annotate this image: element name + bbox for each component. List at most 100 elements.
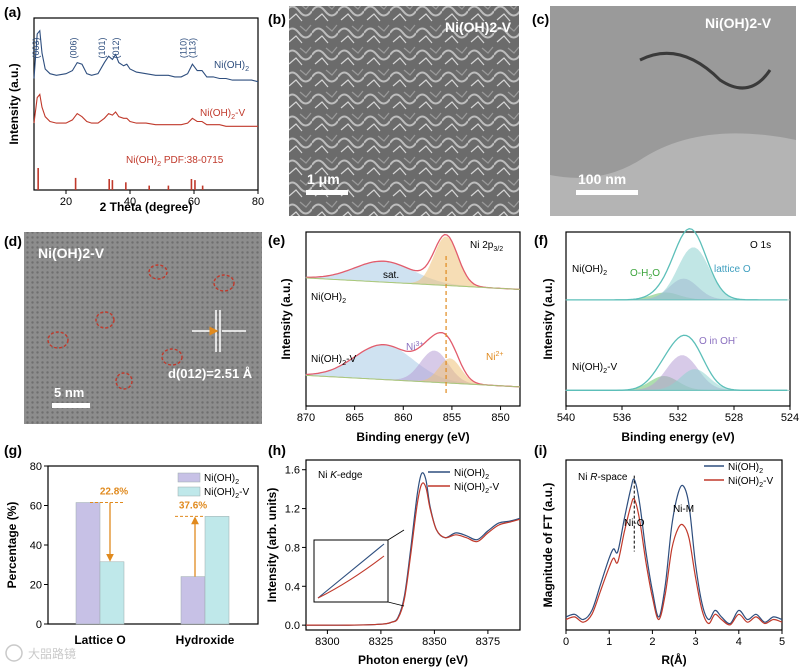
- h-ytick-label: 0.0: [285, 620, 300, 632]
- annotation-lattice-change: 22.8%: [100, 487, 128, 498]
- h-tick-label: 8300: [315, 636, 339, 648]
- panel-a-xrd: (a) (003) (006) (101) (012) (110)(113) Ni(OH)…: [4, 4, 264, 214]
- panel-d-scalebar: [52, 403, 90, 408]
- panel-i-exafs: (i) Ni-O Ni-M Ni(OH)2Ni(OH)2-V Ni R-space 0 1…: [534, 442, 785, 667]
- g-ytick-label: 60: [30, 501, 42, 513]
- annotation-o-in-oh: O in OH-: [699, 335, 738, 347]
- panel-a-label: (a): [4, 4, 21, 20]
- watermark-text: 大㗊路镜: [28, 646, 76, 661]
- vacancy-circle: [47, 331, 69, 349]
- e-tick-label: 870: [297, 412, 315, 424]
- legend-swatch: [177, 472, 201, 483]
- legend-ni-oh2: Ni(OH)2: [214, 60, 249, 73]
- a-tick-label: 40: [124, 196, 136, 208]
- panel-b-label: (b): [268, 11, 286, 27]
- annotation-ni-o: Ni-O: [624, 518, 645, 529]
- h-ytick-label: 0.4: [285, 581, 300, 593]
- panel-h-xanes: (h) Ni(OH)2Ni(OH)2-V Ni K-edge 8300 8325 835…: [265, 442, 521, 667]
- g-ytick-label: 80: [30, 461, 42, 473]
- panel-a-xlabel: 2 Theta (degree): [100, 200, 193, 214]
- xrd-series-ni-oh2-v: [33, 93, 258, 127]
- i-tick-label: 3: [693, 636, 699, 648]
- panel-c-edge: [639, 51, 772, 90]
- peak-label: (012): [111, 37, 121, 58]
- legend-label: Ni(OH)2: [728, 462, 763, 475]
- panel-a-ylabel: Intensity (a.u.): [7, 63, 21, 144]
- panel-e-xps-ni2p: (e) Ni(OH)2 Ni(OH)2-V sat. Ni3+ Ni2+ Ni 2p3/2…: [268, 231, 521, 444]
- f-tick-label: 540: [557, 412, 575, 424]
- bar-lattice-o-ni-oh2-v: [99, 561, 125, 625]
- e-tick-label: 865: [345, 412, 363, 424]
- panel-d-sample: Ni(OH)2-V: [38, 245, 105, 261]
- panel-g-ylabel: Percentage (%): [5, 502, 19, 589]
- legend-swatch: [177, 486, 201, 497]
- inset-connector: [387, 601, 405, 607]
- i-tick-label: 2: [649, 636, 655, 648]
- h-tick-label: 8325: [369, 636, 393, 648]
- peak-label: (101): [97, 37, 107, 58]
- panel-d-label: (d): [4, 233, 22, 249]
- panel-b-scale-text: 1 μm: [307, 171, 340, 187]
- peak-fill-satellite: [305, 260, 521, 290]
- panel-b-sample: Ni(OH)2-V: [445, 19, 512, 35]
- inset-series-ni-oh2-v: [317, 555, 385, 599]
- legend-reference: Ni(OH)2 PDF:38-0715: [126, 155, 224, 168]
- a-tick-label: 80: [252, 196, 264, 208]
- panel-i-axes: [565, 459, 783, 631]
- panel-f-xps-o1s: (f) Ni(OH)2 Ni(OH)2-V O-H2O lattice O O in O…: [534, 228, 799, 444]
- panel-a-axes: [33, 17, 259, 191]
- legend-label: Ni(OH)2: [204, 473, 239, 486]
- panel-f-label: (f): [534, 232, 548, 248]
- i-tick-label: 1: [606, 636, 612, 648]
- peak-label: (006): [69, 37, 79, 58]
- vacancy-circle: [213, 274, 235, 292]
- panel-e-label: (e): [268, 232, 285, 248]
- annotation-ni2: Ni2+: [486, 351, 503, 363]
- g-ytick-label: 0: [36, 619, 42, 631]
- corner-label: Ni K-edge: [318, 470, 363, 481]
- panel-d-hrtem: (d) Ni(OH)2-V d(012)=2.51 Å 5 nm: [4, 232, 262, 424]
- annotation-lattice-o: lattice O: [714, 264, 751, 275]
- panel-c-flake: [550, 6, 796, 178]
- f-tick-label: 524: [781, 412, 799, 424]
- panel-h-ylabel: Intensity (arb. units): [265, 488, 279, 603]
- h-tick-label: 8350: [422, 636, 446, 648]
- g-ytick-label: 40: [30, 540, 42, 552]
- panel-b-image: [289, 6, 519, 216]
- h-ytick-label: 0.8: [285, 542, 300, 554]
- xps-baseline: [305, 374, 521, 388]
- panel-c-scalebar: [576, 190, 638, 195]
- peak-label: (113): [187, 38, 197, 58]
- watermark-logo-icon: [5, 644, 23, 662]
- panel-c-scale-text: 100 nm: [578, 171, 626, 187]
- bar-lattice-o-ni-oh2: [75, 502, 101, 625]
- sample-label: Ni(OH)2-V: [572, 362, 617, 375]
- bar-hydroxide-ni-oh2-v: [204, 516, 230, 625]
- corner-label: Ni R-space: [578, 472, 628, 483]
- panel-b-scalebar: [306, 190, 348, 195]
- a-tick-label: 20: [60, 196, 72, 208]
- sample-label: Ni(OH)2: [311, 292, 346, 305]
- panel-i-xlabel: R(Å): [661, 652, 686, 667]
- panel-h-label: (h): [268, 442, 286, 458]
- panel-h-axes: [305, 459, 521, 631]
- e-tick-label: 855: [443, 412, 461, 424]
- legend-label: Ni(OH)2-V: [454, 482, 499, 495]
- peak-label: (003): [31, 37, 41, 58]
- watermark: 大㗊路镜: [5, 644, 76, 662]
- i-tick-label: 5: [779, 636, 785, 648]
- h-tick-label: 8375: [476, 636, 500, 648]
- xps-baseline: [305, 277, 521, 290]
- panel-d-dspacing: d(012)=2.51 Å: [168, 366, 253, 381]
- panel-i-label: (i): [534, 442, 547, 458]
- inset-connector: [387, 529, 405, 541]
- corner-label: O 1s: [750, 240, 771, 251]
- panel-e-ylabel: Intensity (a.u.): [279, 278, 293, 359]
- panel-e-xlabel: Binding energy (eV): [356, 430, 469, 444]
- panel-c-label: (c): [532, 11, 549, 27]
- annotation-ni3: Ni3+: [406, 341, 423, 353]
- corner-label: Ni 2p3/2: [470, 240, 503, 253]
- f-tick-label: 528: [725, 412, 743, 424]
- a-tick-label: 60: [188, 196, 200, 208]
